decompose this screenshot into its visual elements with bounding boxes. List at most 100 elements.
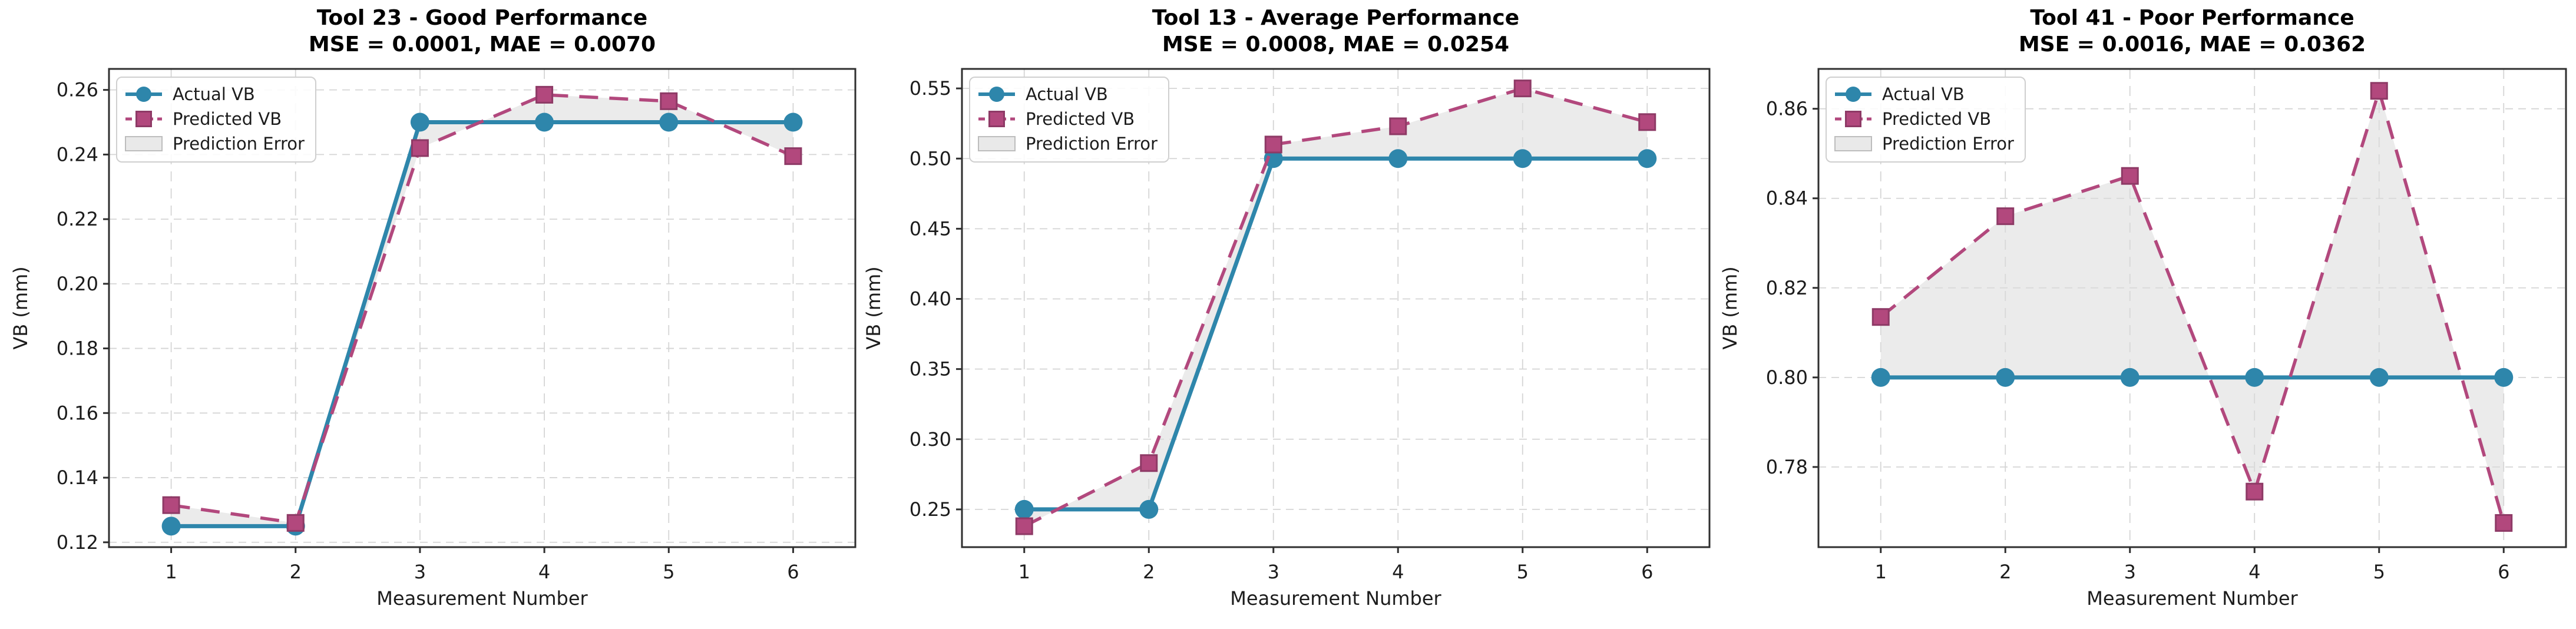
predicted-vb-marker [286, 514, 305, 532]
y-axis-label: VB (mm) [862, 266, 885, 350]
y-tick-label: 0.30 [910, 428, 951, 451]
y-tick-label: 0.18 [57, 337, 98, 360]
y-tick-label: 0.45 [910, 217, 951, 240]
predicted-line-icon [1835, 111, 1871, 127]
y-tick-label: 0.82 [1766, 277, 1808, 299]
actual-vb-line [169, 120, 795, 528]
y-tick-label: 0.78 [1766, 456, 1808, 478]
actual-line-icon [1835, 87, 1871, 102]
actual-vb-marker [2494, 368, 2514, 387]
legend-row-actual: Actual VB [124, 82, 305, 106]
error-swatch-icon [125, 136, 163, 151]
predicted-vb-marker [162, 496, 180, 514]
y-tick-label: 0.24 [57, 143, 98, 165]
legend-row-predicted: Predicted VB [1834, 107, 2014, 131]
x-tick-label: 4 [1392, 561, 1404, 583]
y-tick-label: 0.55 [910, 77, 951, 100]
legend-label-error: Prediction Error [173, 134, 305, 154]
legend-label-predicted: Predicted VB [173, 109, 282, 129]
actual-vb-marker [659, 112, 679, 132]
legend-label-error: Prediction Error [1026, 134, 1158, 154]
actual-vb-marker [1871, 368, 1890, 387]
y-tick-label: 0.12 [57, 531, 98, 554]
predicted-vb-marker [1015, 517, 1033, 535]
chart-plot-0: 1 2 3 4 5 6 0.12 0.14 0.16 0.18 0.20 0.22 0.24 0.26 [57, 68, 857, 583]
actual-vb-marker [1264, 149, 1283, 168]
actual-vb-marker [1139, 499, 1159, 519]
y-axis-label: VB (mm) [1719, 266, 1741, 350]
predicted-vb-marker [2370, 82, 2388, 100]
predicted-vb-marker [2495, 514, 2513, 532]
predicted-vb-marker [1389, 117, 1407, 135]
legend-row-error: Prediction Error [1834, 132, 2014, 155]
legend-label-actual: Actual VB [173, 84, 255, 104]
actual-vb-marker [1996, 368, 2015, 387]
x-tick-label: 2 [1999, 561, 2011, 583]
legend-row-error: Prediction Error [124, 132, 305, 155]
actual-vb-marker [1388, 149, 1408, 168]
predicted-vb-marker [1140, 454, 1158, 472]
chart-title-block: Tool 41 - Poor Performance MSE = 0.0016,… [1818, 5, 2566, 58]
plot-border [108, 68, 857, 548]
chart-title-block: Tool 23 - Good Performance MSE = 0.0001,… [109, 5, 855, 58]
plot-border [1817, 68, 2567, 548]
legend-label-error: Prediction Error [1882, 134, 2014, 154]
predicted-vb-marker [660, 92, 678, 110]
actual-vb-marker [410, 112, 429, 132]
y-tick-label: 0.14 [57, 466, 98, 489]
actual-line-icon [978, 87, 1015, 102]
predicted-line-icon [125, 111, 162, 127]
predicted-vb-marker [2121, 167, 2139, 185]
legend-row-predicted: Predicted VB [977, 107, 1158, 131]
predicted-vb-marker [535, 85, 554, 104]
x-tick-label: 6 [2498, 561, 2509, 583]
predicted-vb-marker [1638, 113, 1656, 131]
actual-vb-marker [535, 112, 554, 132]
chart-title-block: Tool 13 - Average Performance MSE = 0.00… [962, 5, 1709, 58]
legend-label-predicted: Predicted VB [1026, 109, 1135, 129]
actual-vb-marker [2245, 368, 2264, 387]
predicted-vb-line [1023, 87, 1648, 528]
y-tick-label: 0.22 [57, 208, 98, 230]
x-tick-label: 3 [2124, 561, 2136, 583]
error-swatch-icon [1834, 136, 1872, 151]
predicted-vb-marker [1513, 80, 1532, 98]
chart-subtitle: MSE = 0.0001, MAE = 0.0070 [308, 32, 656, 57]
predicted-vb-marker [1996, 207, 2015, 226]
y-tick-label: 0.80 [1766, 366, 1808, 389]
predicted-vb-marker [784, 147, 802, 165]
legend: Actual VB Predicted VB Prediction Error [969, 77, 1169, 163]
y-tick-label: 0.35 [910, 358, 951, 380]
predicted-vb-marker [1871, 308, 1890, 326]
legend-label-actual: Actual VB [1882, 84, 1965, 104]
y-tick-label: 0.16 [57, 402, 98, 424]
y-tick-label: 0.84 [1766, 187, 1808, 210]
x-tick-label: 6 [1641, 561, 1653, 583]
actual-vb-marker [2369, 368, 2389, 387]
chart-plot-2: 1 2 3 4 5 6 0.78 0.80 0.82 0.84 0.86 [1766, 68, 2567, 583]
chart-title: Tool 23 - Good Performance [316, 6, 648, 30]
x-axis-label: Measurement Number [376, 587, 588, 610]
x-tick-label: 4 [2248, 561, 2260, 583]
x-tick-label: 6 [787, 561, 799, 583]
y-tick-label: 0.50 [910, 147, 951, 170]
x-tick-label: 1 [1875, 561, 1887, 583]
actual-vb-marker [783, 112, 803, 132]
legend-label-predicted: Predicted VB [1882, 109, 1992, 129]
x-axis-label: Measurement Number [2086, 587, 2298, 610]
predicted-vb-marker [2246, 482, 2264, 501]
y-tick-label: 0.25 [910, 498, 951, 521]
x-tick-label: 1 [1019, 561, 1030, 583]
x-tick-label: 3 [1268, 561, 1279, 583]
x-tick-label: 4 [538, 561, 550, 583]
chart-subtitle: MSE = 0.0016, MAE = 0.0362 [2018, 32, 2366, 57]
actual-vb-marker [1513, 149, 1532, 168]
chart-title: Tool 41 - Poor Performance [2030, 6, 2355, 30]
predicted-vb-line [171, 93, 794, 525]
x-tick-label: 2 [1143, 561, 1155, 583]
plot-border [961, 68, 1711, 548]
chart-plot-1: 1 2 3 4 5 6 0.25 0.30 0.35 0.40 0.45 0.50 0.55 [910, 68, 1711, 583]
y-tick-label: 0.26 [57, 79, 98, 101]
actual-line-icon [125, 87, 162, 102]
